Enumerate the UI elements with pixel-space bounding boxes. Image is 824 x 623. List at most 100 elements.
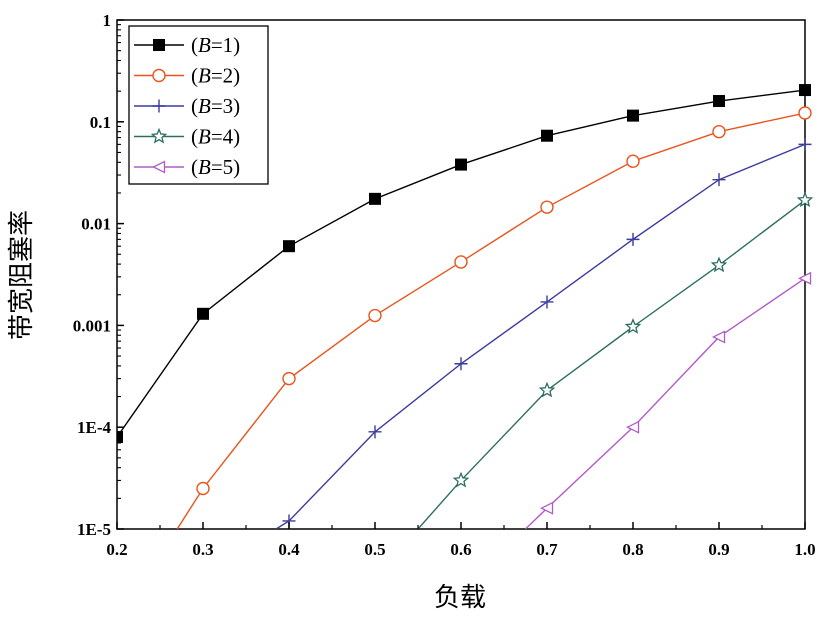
circle-marker <box>626 154 640 168</box>
circle-marker <box>152 68 166 83</box>
star-marker <box>624 318 642 334</box>
plus-marker <box>798 137 812 151</box>
circle-marker <box>798 106 812 120</box>
plus-marker <box>152 99 166 113</box>
triangle-marker <box>712 330 726 344</box>
y-axis-title: 带宽阻塞率 <box>7 210 37 340</box>
data-point <box>798 271 812 285</box>
y-tick-label: 1 <box>103 11 112 30</box>
data-point <box>796 191 814 208</box>
circle-marker <box>712 124 726 139</box>
legend-label: (B=1) <box>191 33 240 57</box>
data-point <box>540 295 554 309</box>
series-line <box>275 143 806 529</box>
series-layer <box>117 84 814 529</box>
data-point <box>368 308 382 323</box>
legend-marker <box>150 127 168 144</box>
plus-marker <box>540 295 554 309</box>
legend-label: (B=2) <box>191 64 240 88</box>
square-marker <box>369 192 381 205</box>
data-point <box>541 129 553 142</box>
series-line <box>176 112 806 529</box>
y-axis-ticks: 1E-5 1E-4 0.001 0.01 0.1 1 <box>73 11 124 539</box>
plus-marker <box>712 173 726 187</box>
square-marker <box>197 307 209 320</box>
legend-box <box>128 25 269 185</box>
data-point <box>540 501 554 515</box>
square-marker <box>283 240 295 253</box>
circle-marker <box>454 255 468 269</box>
x-tick-label: 0.7 <box>536 540 558 559</box>
data-point <box>368 425 382 439</box>
data-point <box>369 192 381 205</box>
y-tick-label: 1E-4 <box>77 418 112 437</box>
series-1 <box>117 84 811 444</box>
series-2 <box>176 106 812 529</box>
legend-item: (B=4) <box>134 125 240 149</box>
triangle-marker <box>152 160 166 174</box>
x-tick-label: 0.4 <box>278 540 300 559</box>
x-tick-label: 0.9 <box>708 540 729 559</box>
data-point <box>624 318 642 334</box>
y-tick-label: 0.1 <box>90 113 111 132</box>
legend-label: (B=4) <box>191 125 240 149</box>
y-tick-label: 1E-5 <box>77 520 111 539</box>
data-point <box>627 109 639 122</box>
x-tick-label: 0.6 <box>450 540 471 559</box>
data-point <box>710 256 728 273</box>
circle-marker <box>282 371 296 386</box>
legend-item: (B=5) <box>134 155 240 179</box>
star-marker <box>710 256 728 273</box>
triangle-marker <box>798 271 812 285</box>
plus-marker <box>454 357 468 371</box>
data-point <box>452 471 470 488</box>
circle-marker <box>540 200 554 214</box>
triangle-marker <box>626 420 640 434</box>
data-point <box>712 173 726 187</box>
star-marker <box>538 381 556 398</box>
series-3 <box>275 137 812 529</box>
x-tick-label: 0.5 <box>364 540 385 559</box>
series-line <box>525 277 806 529</box>
square-marker <box>627 109 639 122</box>
square-marker <box>455 158 467 171</box>
circle-marker <box>368 308 382 323</box>
x-tick-label: 0.3 <box>192 540 213 559</box>
legend: (B=1) (B=2) (B=3) (B=4) (B=5) <box>128 25 269 185</box>
circle-marker <box>196 481 210 496</box>
data-point <box>626 232 640 246</box>
x-axis-title: 负载 <box>434 583 486 613</box>
legend-item: (B=3) <box>134 94 240 118</box>
data-point <box>712 124 726 139</box>
legend-label: (B=3) <box>191 94 240 118</box>
data-point <box>197 307 209 320</box>
data-point <box>798 137 812 151</box>
legend-marker <box>152 68 166 83</box>
star-marker <box>796 191 814 208</box>
legend-label: (B=5) <box>191 155 240 179</box>
data-point <box>713 95 725 108</box>
x-axis-ticks: 0.2 0.3 0.4 0.5 0.6 0.7 0.8 0.9 1.0 <box>106 522 816 559</box>
legend-marker <box>152 160 166 174</box>
data-point <box>538 381 556 398</box>
plus-marker <box>368 425 382 439</box>
plus-marker <box>626 232 640 246</box>
x-tick-label: 1.0 <box>794 540 815 559</box>
data-point <box>454 255 468 269</box>
square-marker <box>153 39 165 51</box>
legend-marker <box>153 39 165 51</box>
series-5 <box>525 271 812 529</box>
series-4 <box>417 191 814 529</box>
data-point <box>282 371 296 386</box>
square-marker <box>713 95 725 108</box>
star-marker <box>452 471 470 488</box>
square-marker <box>799 84 811 97</box>
y-tick-label: 0.001 <box>73 316 111 335</box>
star-marker <box>150 127 168 144</box>
data-point <box>712 330 726 344</box>
square-marker <box>541 129 553 142</box>
data-point <box>455 158 467 171</box>
data-point <box>626 420 640 434</box>
data-point <box>626 154 640 168</box>
